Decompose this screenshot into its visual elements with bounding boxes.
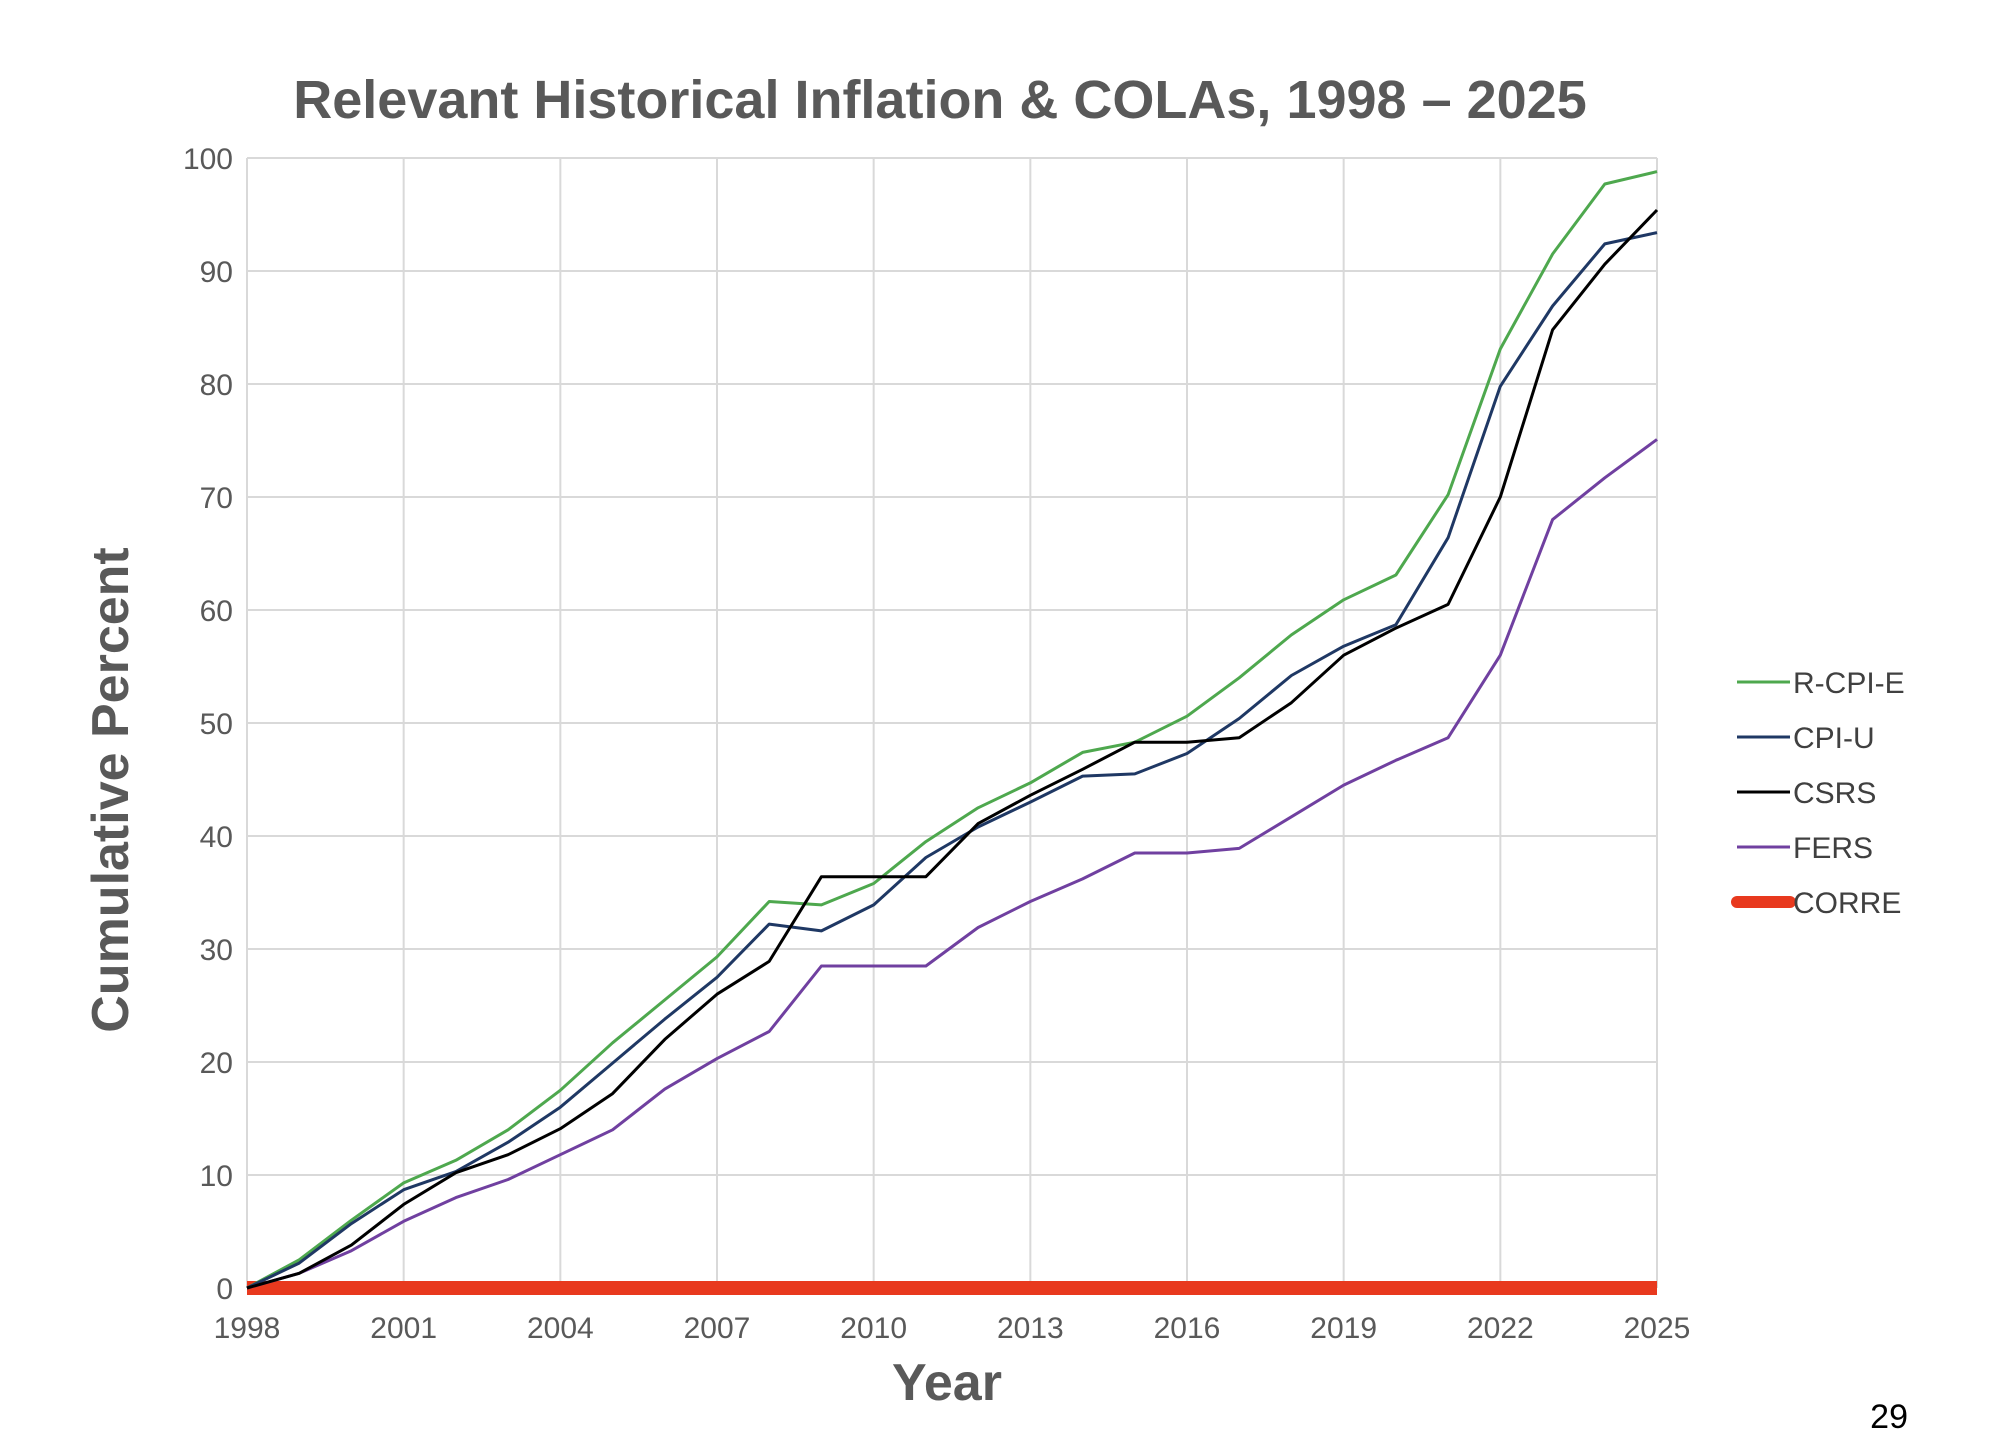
page-number: 29 [1870,1398,1908,1434]
y-tick-label: 40 [200,821,233,854]
legend-label-cpi-u: CPI-U [1793,722,1875,755]
series-line-cpi-u [246,231,1658,1290]
x-tick-label: 1998 [214,1312,281,1345]
series-line-csrs [246,208,1659,1290]
x-axis-label: Year [892,1354,1002,1412]
series-line-fers [246,438,1658,1290]
x-tick-label: 2016 [1154,1312,1221,1345]
y-axis-ticks: 0 10 20 30 40 50 60 70 80 90 100 [183,143,233,1306]
y-tick-label: 60 [200,595,233,628]
x-tick-label: 2019 [1310,1312,1377,1345]
series-line-r-cpi-e [246,170,1658,1290]
gridlines [246,157,1658,1289]
y-tick-label: 70 [200,482,233,515]
legend-label-corre: CORRE [1793,887,1901,920]
x-tick-label: 2025 [1624,1312,1691,1345]
x-tick-label: 2010 [840,1312,907,1345]
x-tick-label: 2004 [527,1312,594,1345]
y-axis-label: Cumulative Percent [82,547,140,1033]
legend-label-fers: FERS [1793,832,1873,865]
y-tick-label: 90 [200,256,233,289]
legend: R-CPI-E CPI-U CSRS FERS CORRE [1731,667,1905,920]
y-tick-label: 20 [200,1047,233,1080]
y-tick-label: 30 [200,934,233,967]
x-tick-label: 2022 [1467,1312,1534,1345]
y-tick-label: 80 [200,369,233,402]
legend-label-r-cpi-e: R-CPI-E [1793,667,1905,700]
x-tick-label: 2013 [997,1312,1064,1345]
legend-label-csrs: CSRS [1793,777,1876,810]
y-tick-label: 10 [200,1160,233,1193]
y-tick-label: 100 [183,143,233,176]
series-lines [246,170,1659,1295]
x-tick-label: 2007 [684,1312,751,1345]
x-tick-label: 2001 [370,1312,437,1345]
y-tick-label: 0 [216,1273,233,1306]
x-axis-ticks: 1998 2001 2004 2007 2010 2013 2016 2019 2022 2025 [214,1312,1691,1345]
y-tick-label: 50 [200,708,233,741]
chart-title: Relevant Historical Inflation & COLAs, 1… [293,70,1586,130]
